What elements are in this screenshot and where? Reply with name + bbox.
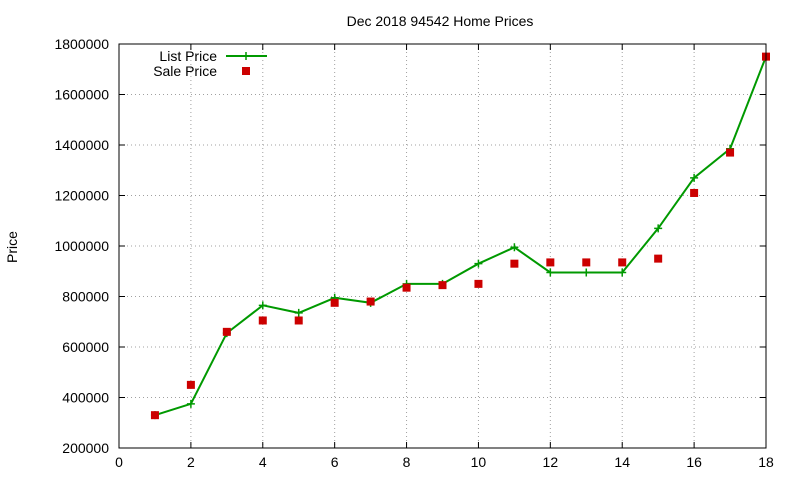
grid-layer — [119, 44, 766, 448]
plot-frame — [118, 43, 767, 449]
sale-price-point — [294, 316, 303, 325]
sale-price-point — [618, 258, 627, 267]
list-price-point — [510, 243, 519, 252]
list-price-point — [474, 259, 483, 268]
x-tick-label: 18 — [758, 454, 774, 470]
sale-price-point — [546, 258, 555, 267]
sale-price-point — [402, 283, 411, 292]
y-tick-label: 1200000 — [54, 188, 109, 204]
sale-price-point — [366, 297, 375, 306]
y-tick-label: 1400000 — [54, 137, 109, 153]
y-axis-label: Price — [4, 231, 20, 263]
sale-price-point — [726, 148, 735, 157]
chart-title: Dec 2018 94542 Home Prices — [347, 13, 534, 29]
y-tick-label: 1000000 — [54, 238, 109, 254]
sale-price-point — [474, 279, 483, 288]
list-price-point — [618, 268, 627, 277]
list-price-line — [154, 56, 767, 417]
x-tick-label: 10 — [471, 454, 487, 470]
list-price-point — [294, 308, 303, 317]
y-tick-label: 1800000 — [54, 36, 109, 52]
sale-price-point — [654, 254, 663, 263]
y-tick-label: 200000 — [62, 440, 109, 456]
y-tick-label: 600000 — [62, 339, 109, 355]
list-price-point — [654, 224, 663, 233]
x-tick-label: 12 — [543, 454, 559, 470]
y-tick-label: 400000 — [62, 390, 109, 406]
list-price-point — [582, 268, 591, 277]
sale-price-point — [438, 281, 447, 290]
x-tick-label: 6 — [331, 454, 339, 470]
sale-price-point — [330, 298, 339, 307]
series-layer — [150, 52, 770, 420]
sale-price-point — [222, 327, 231, 336]
legend-list-price-label: List Price — [159, 48, 217, 64]
list-price-point — [546, 268, 555, 277]
legend-list-price-marker — [242, 52, 250, 60]
tick-layer: 0 2 4 6 8 10 12 14 16 18 200000 400000 600000 800000 1… — [54, 36, 774, 470]
sale-price-point — [150, 411, 159, 420]
sale-price-point — [582, 258, 591, 267]
list-price-point — [690, 173, 699, 182]
legend-sale-price-label: Sale Price — [153, 63, 217, 79]
sale-price-point — [258, 316, 267, 325]
legend-sale-price-marker — [242, 67, 250, 75]
sale-price-point — [510, 259, 519, 268]
list-price-point — [186, 399, 195, 408]
x-tick-label: 14 — [614, 454, 630, 470]
sale-price-point — [690, 188, 699, 197]
x-tick-label: 0 — [115, 454, 123, 470]
x-tick-label: 16 — [686, 454, 702, 470]
sale-price-point — [186, 380, 195, 389]
list-price-point — [258, 301, 267, 310]
x-tick-label: 2 — [187, 454, 195, 470]
y-tick-label: 1600000 — [54, 87, 109, 103]
x-tick-label: 4 — [259, 454, 267, 470]
x-tick-label: 8 — [403, 454, 411, 470]
y-tick-label: 800000 — [62, 289, 109, 305]
